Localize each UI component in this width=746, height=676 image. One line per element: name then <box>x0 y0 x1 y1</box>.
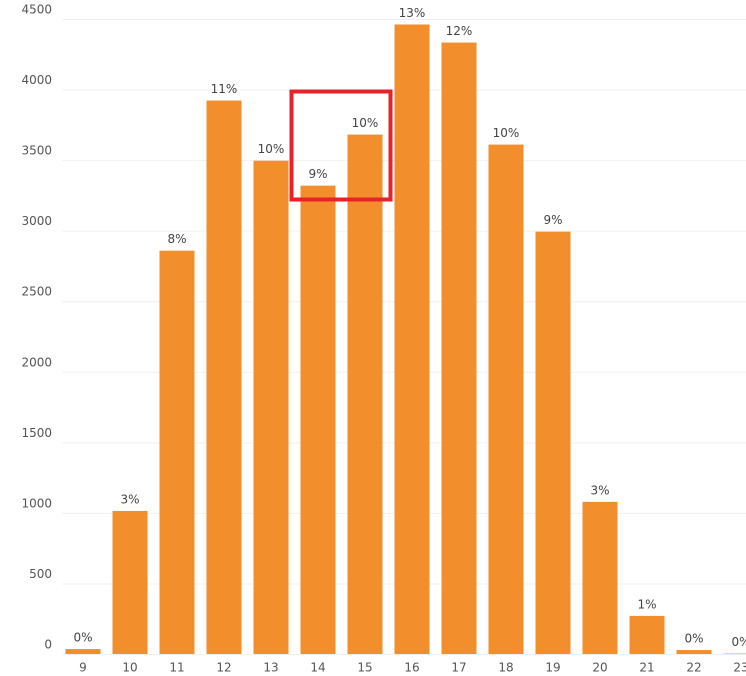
y-tick-label: 3500 <box>21 144 52 158</box>
bar <box>535 231 571 654</box>
data-label: 10% <box>258 142 285 156</box>
bar <box>112 510 148 654</box>
data-label: 9% <box>308 167 327 181</box>
x-tick-label: 15 <box>357 661 372 675</box>
x-tick-label: 16 <box>404 661 419 675</box>
bar <box>488 144 524 655</box>
data-label: 3% <box>590 483 609 497</box>
x-tick-label: 13 <box>263 661 278 675</box>
bar <box>159 250 195 654</box>
y-tick-label: 3000 <box>21 214 52 228</box>
y-tick-label: 500 <box>29 567 52 581</box>
x-tick-label: 18 <box>498 661 513 675</box>
bar <box>253 160 289 655</box>
x-tick-label: 10 <box>122 661 137 675</box>
bar <box>347 134 383 654</box>
bar <box>65 649 101 654</box>
y-tick-label: 4500 <box>21 3 52 17</box>
bar <box>582 501 618 654</box>
x-tick-label: 12 <box>216 661 231 675</box>
data-label: 0% <box>73 631 92 645</box>
x-tick-label: 19 <box>545 661 560 675</box>
x-tick-label: 22 <box>686 661 701 675</box>
data-label: 12% <box>446 24 473 38</box>
bar <box>394 24 430 654</box>
y-tick-label: 1000 <box>21 496 52 510</box>
data-label: 10% <box>493 126 520 140</box>
highlight-box <box>289 89 393 202</box>
x-tick-label: 23 <box>733 661 746 675</box>
data-label: 0% <box>684 632 703 646</box>
y-tick-label: 2000 <box>21 355 52 369</box>
bar <box>300 185 336 654</box>
x-tick-label: 17 <box>451 661 466 675</box>
data-label: 1% <box>637 597 656 611</box>
data-label: 3% <box>120 492 139 506</box>
x-tick-label: 9 <box>79 661 87 675</box>
data-label: 10% <box>352 116 379 130</box>
x-tick-label: 21 <box>639 661 654 675</box>
data-label: 9% <box>543 213 562 227</box>
bar <box>676 650 712 654</box>
data-label: 8% <box>167 232 186 246</box>
x-tick-label: 11 <box>169 661 184 675</box>
y-tick-label: 2500 <box>21 285 52 299</box>
y-tick-label: 1500 <box>21 426 52 440</box>
bar <box>441 42 477 655</box>
x-tick-label: 20 <box>592 661 607 675</box>
x-tick-label: 14 <box>310 661 325 675</box>
data-label: 11% <box>211 82 238 96</box>
bar <box>629 615 665 654</box>
y-tick-label: 0 <box>44 638 52 652</box>
data-label: 0% <box>731 635 746 649</box>
y-tick-label: 4000 <box>21 73 52 87</box>
data-label: 13% <box>399 6 426 20</box>
bar <box>206 100 242 654</box>
